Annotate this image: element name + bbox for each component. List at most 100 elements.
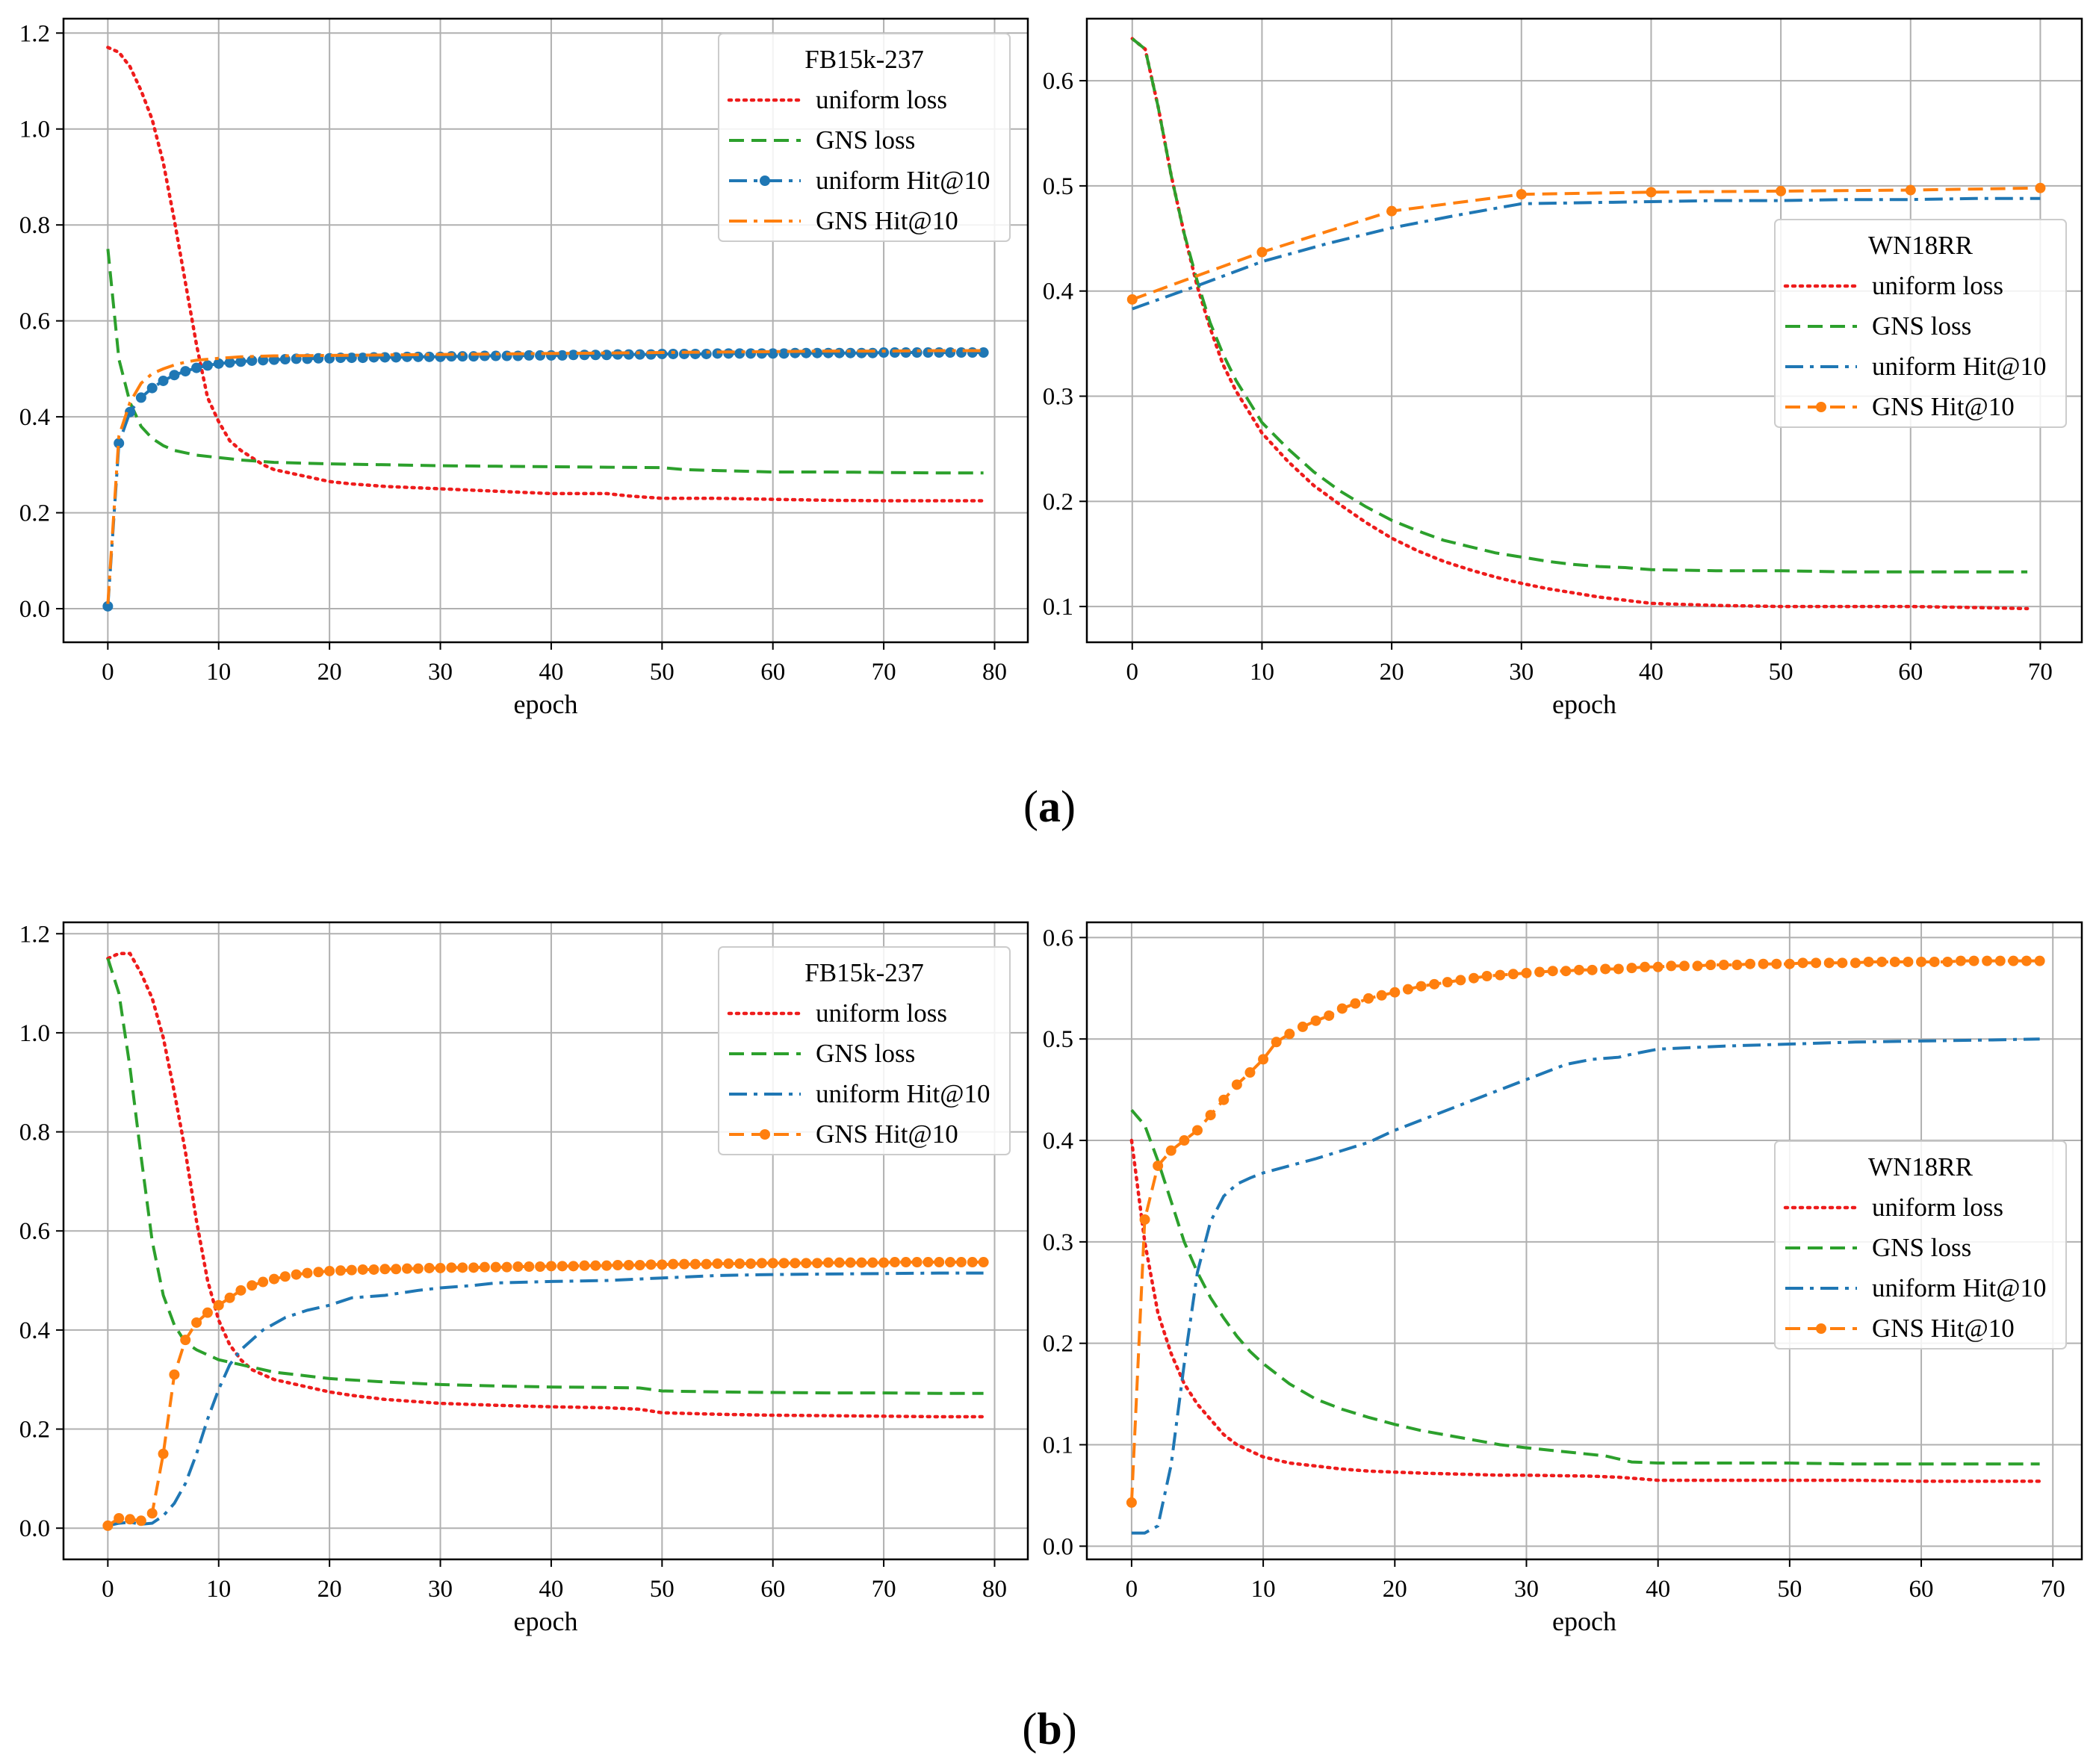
series-line-uniform-hit <box>106 351 984 606</box>
y-tick-label: 0.6 <box>1043 925 1073 951</box>
series-line-uniform-loss <box>1130 37 2030 611</box>
data-point-gns-hit <box>1705 960 1717 971</box>
data-point-gns-hit <box>1416 981 1427 992</box>
panel-label-a-close: ) <box>1061 782 1076 831</box>
panel-label-a: (a) <box>1023 782 1076 831</box>
data-point-uniform-hit <box>169 370 180 381</box>
data-point-uniform-hit <box>689 348 701 359</box>
data-point-uniform-hit <box>801 347 812 358</box>
series-line-gns-loss <box>1131 37 2028 574</box>
legend-label-uniform-loss: uniform loss <box>816 999 947 1028</box>
legend-label-uniform-hit: uniform Hit@10 <box>1872 352 2046 381</box>
data-point-gns-hit <box>701 1258 712 1270</box>
legend-title: FB15k-237 <box>804 958 923 987</box>
data-point-gns-hit <box>668 1258 679 1270</box>
data-point-gns-hit <box>689 1258 701 1270</box>
data-point-uniform-hit <box>579 350 590 361</box>
data-point-gns-hit <box>1256 246 1268 258</box>
x-tick-label: 40 <box>539 659 563 686</box>
data-point-uniform-hit <box>911 347 923 358</box>
data-point-gns-hit <box>512 1261 524 1272</box>
data-point-gns-hit <box>1139 1214 1150 1225</box>
data-point-uniform-hit <box>634 349 645 360</box>
data-point-gns-hit <box>1455 975 1466 986</box>
data-point-gns-hit <box>2034 955 2045 966</box>
series-line-gns-loss <box>106 249 984 475</box>
data-point-uniform-hit <box>967 347 978 358</box>
data-point-gns-hit <box>556 1261 568 1272</box>
x-tick-label: 30 <box>1509 659 1534 686</box>
y-tick-label: 0.1 <box>1043 1432 1073 1459</box>
data-point-gns-hit <box>1376 990 1387 1001</box>
data-point-uniform-hit <box>889 347 900 358</box>
y-tick-label: 0.2 <box>1043 488 1073 515</box>
data-point-gns-hit <box>391 1264 402 1275</box>
data-point-gns-hit <box>235 1285 247 1296</box>
data-point-gns-hit <box>357 1264 368 1275</box>
data-point-uniform-hit <box>590 350 601 361</box>
data-point-gns-hit <box>1776 185 1787 196</box>
data-point-uniform-hit <box>723 348 734 359</box>
y-tick-label: 0.0 <box>1043 1533 1073 1560</box>
axes-frame <box>62 17 1029 644</box>
data-point-uniform-hit <box>446 351 457 362</box>
data-point-uniform-hit <box>612 349 623 360</box>
data-point-uniform-hit <box>778 348 790 359</box>
data-point-uniform-hit <box>346 353 357 364</box>
data-point-gns-hit <box>945 1257 956 1268</box>
y-tick-label: 0.6 <box>19 308 50 335</box>
axes-frame <box>1085 921 2083 1561</box>
data-point-gns-hit <box>501 1261 512 1273</box>
data-point-gns-hit <box>767 1258 778 1269</box>
data-point-gns-hit <box>402 1263 413 1274</box>
legend-label-gns-hit: GNS Hit@10 <box>1872 392 2015 421</box>
data-point-gns-hit <box>1481 970 1492 981</box>
x-tick-label: 50 <box>1769 659 1793 686</box>
data-point-gns-hit <box>1205 1110 1216 1121</box>
data-point-gns-hit <box>114 1512 125 1524</box>
data-point-uniform-hit <box>978 347 989 358</box>
legend-entries: uniform loss GNS loss uniform Hit@10 GNS Hi… <box>727 999 990 1149</box>
y-tick-label: 0.6 <box>19 1218 50 1245</box>
data-point-gns-hit <box>1903 956 1914 967</box>
data-point-uniform-hit <box>756 348 767 359</box>
data-point-gns-hit <box>1126 294 1138 305</box>
y-tick-label: 0.4 <box>1043 279 1073 305</box>
data-point-uniform-hit <box>213 358 224 369</box>
data-point-gns-hit <box>845 1257 856 1268</box>
axes-frame <box>62 921 1029 1561</box>
legend-title: WN18RR <box>1868 1152 1974 1181</box>
legend-label-gns-hit: GNS Hit@10 <box>816 1119 958 1149</box>
data-point-gns-hit <box>202 1307 213 1318</box>
y-tick-label: 1.2 <box>19 921 50 948</box>
data-point-gns-hit <box>446 1262 457 1273</box>
data-point-uniform-hit <box>135 392 146 403</box>
series-line-uniform-hit <box>1132 196 2041 311</box>
legend-box <box>718 33 1011 242</box>
data-point-gns-hit <box>1823 957 1835 969</box>
data-point-gns-hit <box>490 1261 501 1273</box>
series-line-uniform-hit <box>107 1271 984 1527</box>
data-point-gns-hit <box>645 1259 657 1270</box>
y-tick-label: 1.0 <box>19 1020 50 1047</box>
data-point-uniform-hit <box>812 347 823 358</box>
legend-label-gns-loss: GNS loss <box>816 1039 915 1068</box>
data-point-gns-hit <box>712 1258 723 1270</box>
data-point-gns-hit <box>2008 955 2019 966</box>
data-point-gns-hit <box>1389 987 1401 998</box>
data-point-gns-hit <box>1982 955 1993 966</box>
legend-marker-gns-hit <box>1816 1323 1826 1334</box>
y-tick-label: 0.3 <box>1043 1229 1073 1256</box>
x-tick-label: 0 <box>1126 1576 1138 1603</box>
x-tick-label: 50 <box>1777 1576 1802 1603</box>
y-tick-label: 0.2 <box>19 1417 50 1444</box>
data-point-gns-hit <box>1678 960 1690 972</box>
data-point-uniform-hit <box>900 347 911 358</box>
data-point-uniform-hit <box>745 348 757 359</box>
series-line-gns-hit <box>1132 186 2041 301</box>
legend-entries: uniform loss GNS loss uniform Hit@10 GNS Hi… <box>1783 271 2046 421</box>
data-point-gns-hit <box>1284 1028 1295 1040</box>
x-tick-label: 40 <box>539 1576 563 1603</box>
data-point-uniform-hit <box>568 350 579 361</box>
data-point-gns-hit <box>1666 960 1677 972</box>
